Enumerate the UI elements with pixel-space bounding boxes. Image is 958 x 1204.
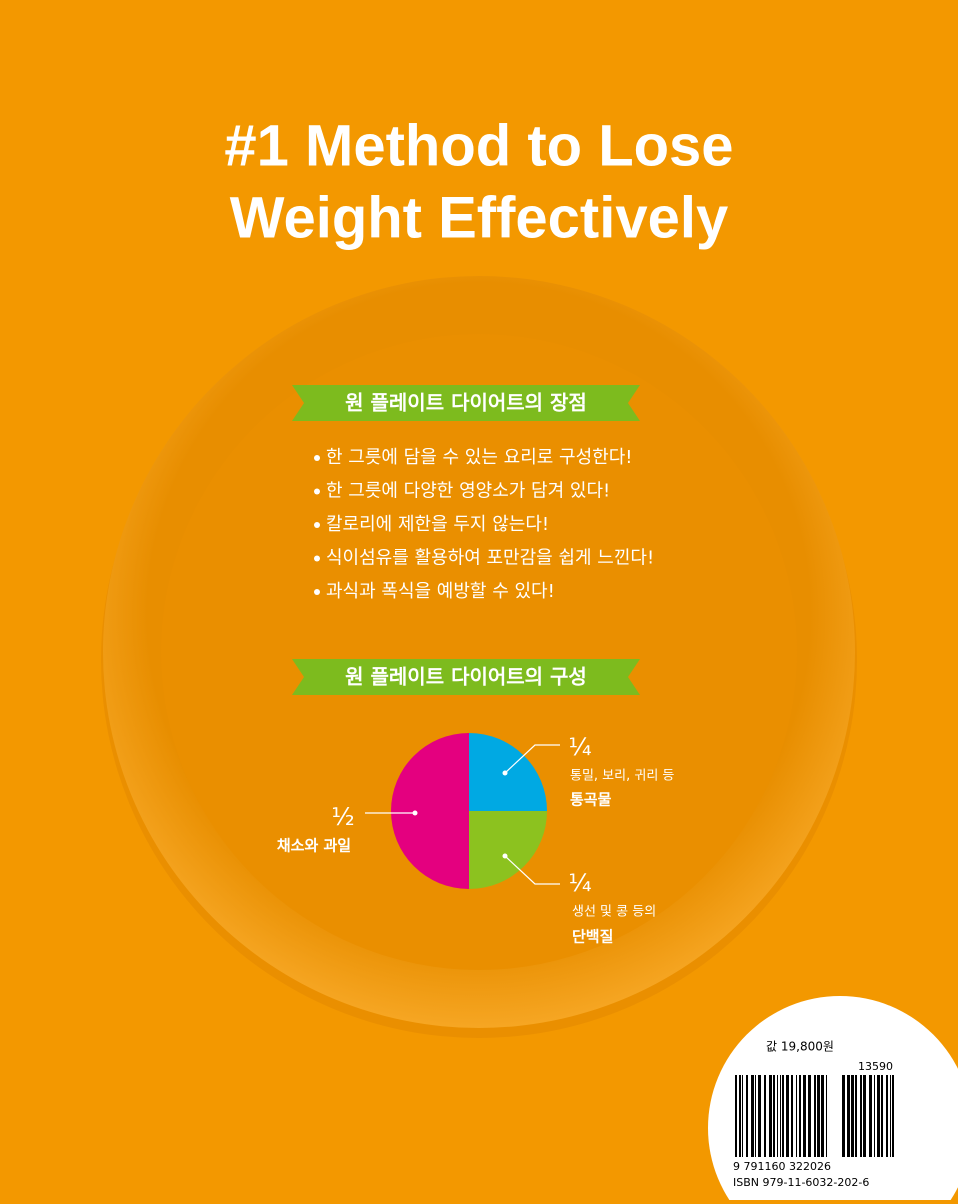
- bullet-dot: [314, 455, 320, 461]
- stripe: [739, 1075, 741, 1157]
- fraction-label: ¼: [568, 869, 591, 897]
- pie-slice: [391, 733, 469, 889]
- stripe: [782, 1075, 784, 1157]
- bullet-list: 한 그릇에 담을 수 있는 요리로 구성한다! 한 그릇에 다양한 영양소가 담겨…: [314, 447, 654, 602]
- slice-label: 통곡물: [570, 791, 612, 809]
- stripe: [892, 1075, 894, 1157]
- stripe: [791, 1075, 793, 1157]
- stripe: [881, 1075, 883, 1157]
- stripe: [796, 1075, 797, 1157]
- bullet-dot: [314, 522, 320, 528]
- ribbon: [292, 385, 640, 421]
- stripe: [780, 1075, 781, 1157]
- price: 값 19,800원: [766, 1040, 834, 1054]
- slice-note: 통밀, 보리, 귀리 등: [570, 769, 674, 784]
- leader-dots: [412, 770, 508, 859]
- stripe: [842, 1075, 845, 1157]
- barcode-digits: 9 791160 322026: [733, 1160, 831, 1173]
- stripe: [855, 1075, 857, 1157]
- stripe: [851, 1075, 854, 1157]
- stripe: [777, 1075, 778, 1157]
- stripe: [817, 1075, 820, 1157]
- stripe: [826, 1075, 827, 1157]
- stripe: [847, 1075, 850, 1157]
- leaders: [365, 744, 560, 885]
- stripe: [746, 1075, 748, 1157]
- section-heading: 원 플레이트 다이어트의 장점: [345, 391, 587, 415]
- bullet-text: 칼로리에 제한을 두지 않는다!: [326, 514, 549, 535]
- stripe: [769, 1075, 772, 1157]
- bullet-text: 한 그릇에 담을 수 있는 요리로 구성한다!: [326, 447, 633, 468]
- bullet-dot: [314, 488, 320, 495]
- stripe: [764, 1075, 766, 1157]
- fraction-label: ¼: [568, 733, 591, 761]
- stripe: [890, 1075, 891, 1157]
- stripe: [751, 1075, 754, 1157]
- stripe: [758, 1075, 761, 1157]
- stripe: [821, 1075, 824, 1157]
- ribbon: [292, 659, 640, 695]
- bullet-text: 한 그릇에 다양한 영양소가 담겨 있다!: [326, 481, 610, 502]
- bullet-dot: [314, 555, 320, 562]
- stripe: [808, 1075, 811, 1157]
- stripe: [886, 1075, 888, 1157]
- title: Weight Effectively: [230, 185, 729, 250]
- stripe: [742, 1075, 743, 1157]
- title: #1 Method to Lose: [224, 113, 733, 178]
- slice-label: 단백질: [572, 928, 613, 946]
- stripe: [786, 1075, 789, 1157]
- plate-inner: [161, 334, 797, 970]
- stripe: [755, 1075, 756, 1157]
- stripe: [863, 1075, 866, 1157]
- stripe: [773, 1075, 775, 1157]
- pie-slice: [469, 733, 547, 811]
- fraction-label: ½: [331, 803, 354, 831]
- addon-code: 13590: [858, 1060, 893, 1073]
- stripe: [814, 1075, 816, 1157]
- slice-label: 채소와 과일: [277, 837, 351, 855]
- barcode: [735, 1075, 894, 1157]
- section-heading: 원 플레이트 다이어트의 구성: [345, 665, 587, 689]
- bullet-text: 과식과 폭식을 예방할 수 있다!: [326, 581, 555, 602]
- stripe: [869, 1075, 872, 1157]
- bullet-dot: [314, 589, 320, 595]
- stripe: [874, 1075, 875, 1157]
- bullet-text: 식이섬유를 활용하여 포만감을 쉽게 느낀다!: [326, 548, 654, 569]
- stripe: [799, 1075, 801, 1157]
- pie-slice: [469, 811, 547, 889]
- stripe: [877, 1075, 880, 1157]
- stripe: [860, 1075, 862, 1157]
- stripe: [803, 1075, 806, 1157]
- isbn: ISBN 979-11-6032-202-6: [733, 1176, 869, 1189]
- slice-note: 생선 및 콩 등의: [572, 905, 656, 920]
- pie-chart: [391, 733, 547, 889]
- stripe: [735, 1075, 737, 1157]
